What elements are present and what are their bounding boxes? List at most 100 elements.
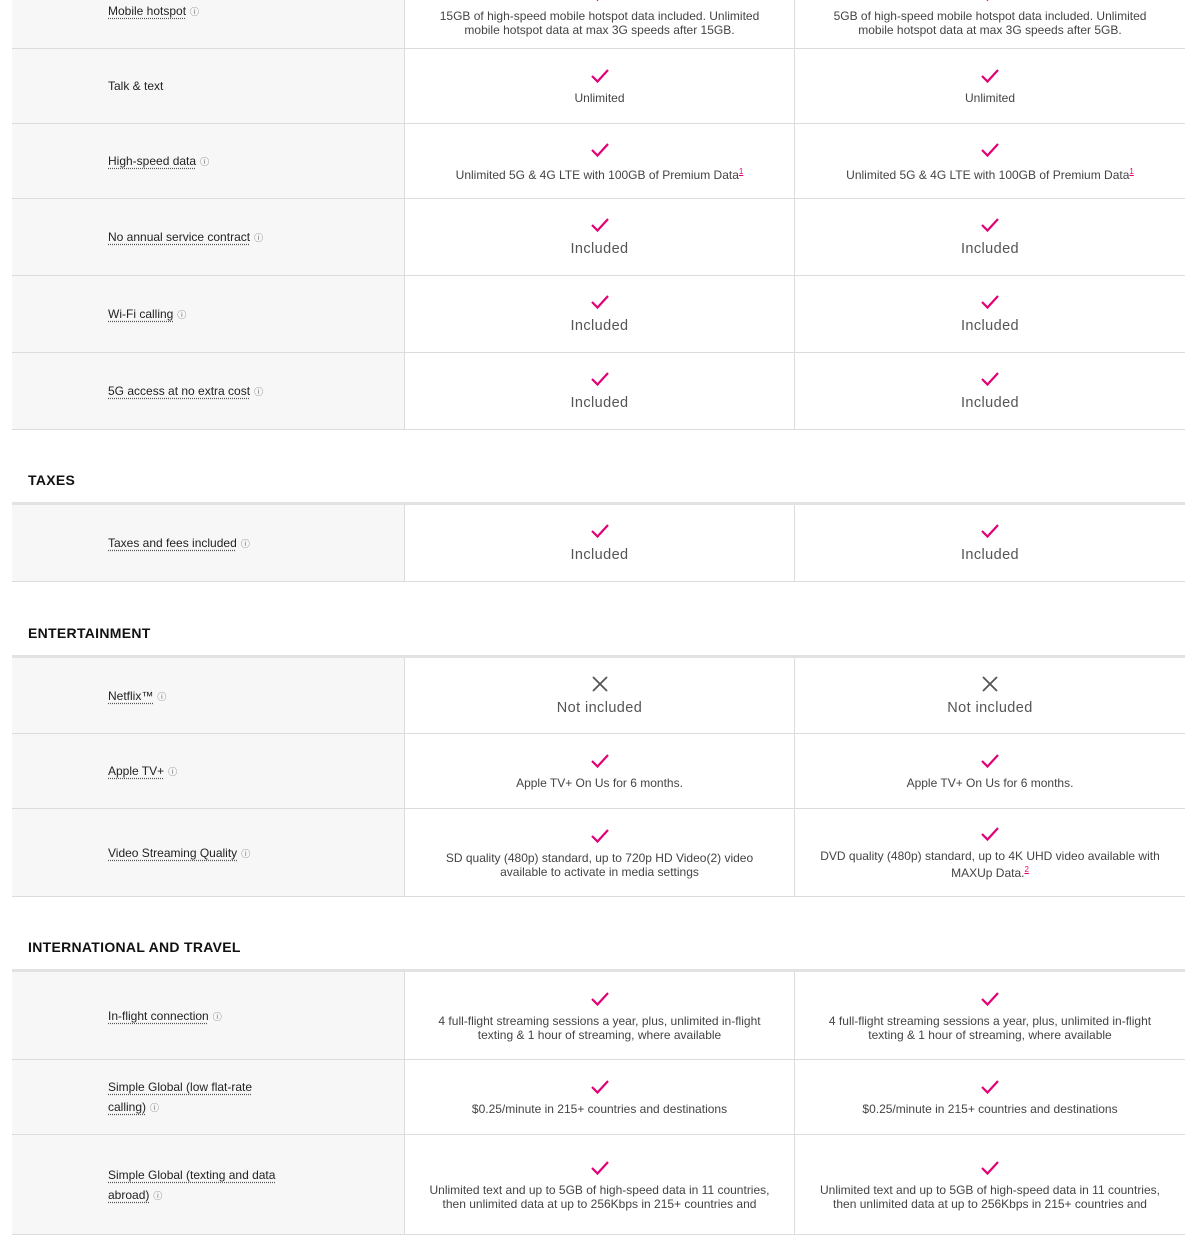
cell-description: DVD quality (480p) standard, up to 4K UH… <box>820 849 1160 880</box>
table-row: Mobile hotspot ⓘ 15GB of high-speed mobile… <box>12 0 1185 49</box>
cell-text: $0.25/minute in 215+ countries and desti… <box>862 1102 1117 1116</box>
cell-text: Included <box>961 394 1019 412</box>
plan-cell: Unlimited 5G & 4G LTE with 100GB of Prem… <box>405 124 795 198</box>
cell-text: DVD quality (480p) standard, up to 4K UH… <box>815 849 1165 880</box>
section-title: TAXES <box>28 472 76 488</box>
cell-description: 5GB of high-speed mobile hotspot data in… <box>833 9 1147 37</box>
cell-description: Unlimited text and up to 5GB of high-spe… <box>429 1182 770 1211</box>
cell-description: Unlimited 5G & 4G LTE with 100GB of Prem… <box>455 167 739 182</box>
info-icon: ⓘ <box>240 539 250 549</box>
plan-cell: 4 full-flight streaming sessions a year,… <box>795 972 1185 1059</box>
cross-icon <box>591 675 608 692</box>
check-icon <box>590 69 609 84</box>
cross-icon <box>982 675 998 692</box>
table-row: Wi-Fi calling ⓘ Included Included <box>12 276 1185 353</box>
plan-cell: Included <box>405 505 795 581</box>
cell-text: 4 full-flight streaming sessions a year,… <box>425 1014 774 1042</box>
feature-label-cell: Simple Global (low flat-rate calling) ⓘ <box>12 1060 405 1134</box>
cell-description: Included <box>570 318 629 334</box>
cell-description: Unlimited text and up to 5GB of high-spe… <box>820 1182 1160 1211</box>
cell-description: Not included <box>947 699 1033 716</box>
check-icon <box>590 1080 609 1095</box>
cell-text: Unlimited text and up to 5GB of high-spe… <box>425 1183 774 1211</box>
cell-description: Included <box>570 241 629 257</box>
plan-cell: Not included <box>405 658 795 733</box>
feature-name: 5G access at no extra cost <box>108 384 251 398</box>
cell-description: 4 full-flight streaming sessions a year,… <box>438 1013 761 1042</box>
feature-label: 5G access at no extra cost ⓘ <box>108 381 263 401</box>
feature-label: Netflix™ ⓘ <box>108 686 166 706</box>
cell-description: $0.25/minute in 215+ countries and desti… <box>471 1102 728 1116</box>
info-icon: ⓘ <box>190 7 200 17</box>
cell-text: Unlimited text and up to 5GB of high-spe… <box>815 1183 1165 1211</box>
cell-description: Included <box>960 547 1020 563</box>
cell-description: Unlimited <box>964 91 1015 105</box>
cell-description: 15GB of high-speed mobile hotspot data i… <box>439 9 760 37</box>
section-header: ENTERTAINMENT <box>12 582 1185 658</box>
plan-cell: DVD quality (480p) standard, up to 4K UH… <box>795 809 1185 896</box>
cell-text: 15GB of high-speed mobile hotspot data i… <box>425 9 774 37</box>
section-title: ENTERTAINMENT <box>28 625 151 641</box>
plan-cell: Unlimited <box>405 49 795 123</box>
table-row: Taxes and fees included ⓘ Included Included <box>12 505 1185 582</box>
check-icon <box>590 991 609 1006</box>
cell-text: 5GB of high-speed mobile hotspot data in… <box>815 9 1165 37</box>
feature-label: Apple TV+ ⓘ <box>108 761 177 781</box>
feature-label-cell: Video Streaming Quality ⓘ <box>12 809 405 896</box>
cell-text: Unlimited <box>574 91 624 105</box>
cell-text: 4 full-flight streaming sessions a year,… <box>815 1014 1165 1042</box>
feature-name: High-speed data <box>108 154 197 168</box>
plan-cell: $0.25/minute in 215+ countries and desti… <box>405 1060 795 1134</box>
plan-cell: Apple TV+ On Us for 6 months. <box>405 734 795 808</box>
cell-description: $0.25/minute in 215+ countries and desti… <box>862 1102 1118 1116</box>
cell-description: SD quality (480p) standard, up to 720p H… <box>445 850 754 879</box>
feature-label-cell: In-flight connection ⓘ <box>12 972 405 1059</box>
check-icon <box>981 372 999 387</box>
table-row: Video Streaming Quality ⓘ SD quality (480p… <box>12 809 1185 897</box>
cell-text: Unlimited 5G & 4G LTE with 100GB of Prem… <box>456 165 744 182</box>
cell-text: Apple TV+ On Us for 6 months. <box>907 776 1074 790</box>
feature-label-cell: Taxes and fees included ⓘ <box>12 505 405 581</box>
feature-label: Talk & text <box>108 76 163 96</box>
plan-cell: Unlimited 5G & 4G LTE with 100GB of Prem… <box>795 124 1185 198</box>
footnote-link: 1 <box>1129 166 1134 176</box>
feature-label: No annual service contract ⓘ <box>108 227 263 247</box>
cell-text: Included <box>570 546 628 564</box>
table-row: High-speed data ⓘ Unlimited 5G & 4G LTE wi… <box>12 124 1185 199</box>
table-row: 5G access at no extra cost ⓘ Included Inclu… <box>12 353 1185 430</box>
plan-cell: SD quality (480p) standard, up to 720p H… <box>405 809 795 896</box>
cell-text: SD quality (480p) standard, up to 720p H… <box>425 851 774 879</box>
feature-label-cell: Mobile hotspot ⓘ <box>12 0 405 48</box>
plan-cell: Included <box>795 276 1185 352</box>
feature-name: Mobile hotspot <box>108 4 187 18</box>
plan-cell: $0.25/minute in 215+ countries and desti… <box>795 1060 1185 1134</box>
feature-label: High-speed data ⓘ <box>108 151 209 171</box>
cell-description: Unlimited 5G & 4G LTE with 100GB of Prem… <box>846 167 1130 182</box>
info-icon: ⓘ <box>200 157 210 167</box>
feature-label: Simple Global (low flat-rate calling) ⓘ <box>108 1077 288 1117</box>
plan-cell: Included <box>795 505 1185 581</box>
check-icon <box>981 295 999 310</box>
feature-label-cell: Apple TV+ ⓘ <box>12 734 405 808</box>
info-icon: ⓘ <box>177 310 187 320</box>
feature-name: Simple Global (low flat-rate calling) <box>108 1080 253 1114</box>
check-icon <box>981 69 999 84</box>
feature-label-cell: Wi-Fi calling ⓘ <box>12 276 405 352</box>
table-row: Netflix™ ⓘ Not included Not included <box>12 658 1185 734</box>
table-row: Simple Global (low flat-rate calling) ⓘ $0… <box>12 1060 1185 1135</box>
feature-label: Video Streaming Quality ⓘ <box>108 843 250 863</box>
table-row: Simple Global (texting and data abroad) ⓘ… <box>12 1135 1185 1235</box>
cell-text: Unlimited 5G & 4G LTE with 100GB of Prem… <box>846 165 1134 182</box>
cell-text: $0.25/minute in 215+ countries and desti… <box>472 1102 727 1116</box>
info-icon: ⓘ <box>157 691 167 702</box>
check-icon <box>590 372 609 387</box>
info-icon: ⓘ <box>254 387 264 397</box>
feature-label: Simple Global (texting and data abroad) ⓘ <box>108 1165 288 1205</box>
footnote-link: 2 <box>1024 865 1029 874</box>
plan-cell: Apple TV+ On Us for 6 months. <box>795 734 1185 808</box>
footnote-link: 1 <box>738 166 744 176</box>
check-icon <box>981 827 999 842</box>
table-row: Apple TV+ ⓘ Apple TV+ On Us for 6 months. A… <box>12 734 1185 809</box>
feature-label-cell: Simple Global (texting and data abroad) ⓘ <box>12 1135 405 1234</box>
section-header: TAXES <box>12 430 1185 505</box>
